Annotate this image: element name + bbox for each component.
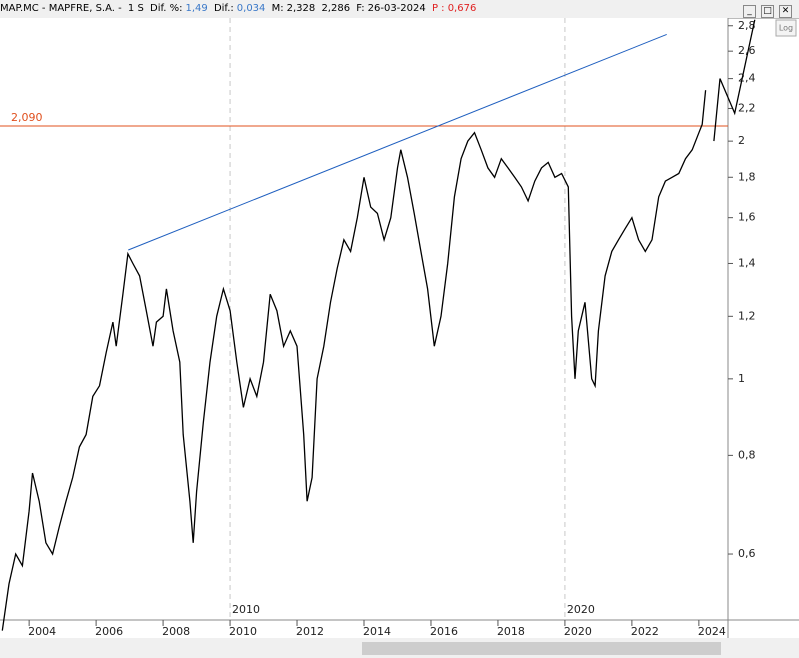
- price-line: [713, 19, 756, 142]
- decade-label: 2010: [232, 603, 260, 616]
- log-button-label[interactable]: Log: [779, 24, 793, 33]
- x-tick-label: 2014: [363, 625, 391, 638]
- x-tick-label: 2010: [229, 625, 257, 638]
- y-tick-label: 2,6: [738, 44, 756, 57]
- x-tick-label: 2006: [95, 625, 123, 638]
- label: Dif.:: [213, 3, 234, 14]
- x-tick-label: 2018: [497, 625, 525, 638]
- maximize[interactable]: □: [761, 5, 774, 18]
- window-buttons[interactable]: _ □ ✕: [741, 2, 795, 20]
- x-tick-label: 2012: [296, 625, 324, 638]
- y-tick-label: 1,8: [738, 170, 756, 183]
- label: Dif. %:: [150, 3, 183, 14]
- x-tick-label: 2004: [28, 625, 56, 638]
- symbol: MAP.MC - MAPFRE, S.A. -: [0, 3, 122, 14]
- x-tick-label: 2020: [564, 625, 592, 638]
- value: 2,328: [286, 3, 316, 14]
- decade-label: 2020: [567, 603, 595, 616]
- label: F:: [356, 3, 365, 14]
- log-button[interactable]: [775, 19, 797, 37]
- y-tick-label: 1,6: [738, 211, 756, 224]
- label: M:: [271, 3, 284, 14]
- x-tick-label: 2024: [698, 625, 726, 638]
- level-label: 2,090: [11, 111, 43, 124]
- x-tick-label: 2022: [631, 625, 659, 638]
- minimize[interactable]: _: [743, 5, 756, 18]
- scrollbar[interactable]: [362, 642, 721, 655]
- y-tick-label: 1,2: [738, 309, 756, 322]
- y-tick-label: 1,4: [738, 256, 756, 269]
- header-bar: MAP.MC - MAPFRE, S.A. - 1 S Dif. %: 1,49 …: [0, 0, 799, 19]
- close[interactable]: ✕: [779, 5, 792, 18]
- plot-area: [0, 18, 728, 620]
- x-tick-label: 2008: [162, 625, 190, 638]
- y-tick-label: 0,6: [738, 547, 756, 560]
- y-tick-label: 1: [738, 372, 745, 385]
- value: 0,034: [236, 3, 266, 14]
- value: 26-03-2024: [367, 3, 426, 14]
- period: 1 S: [127, 3, 144, 14]
- value: P : 0,676: [431, 3, 477, 14]
- price-line: [1, 90, 707, 631]
- x-tick-label: 2016: [430, 625, 458, 638]
- y-tick-label: 0,8: [738, 448, 756, 461]
- y-tick-label: 2,2: [738, 101, 756, 114]
- chart: Log 0,60,811,21,41,61,822,22,42,62,82004…: [0, 18, 799, 638]
- value: 2,286: [321, 3, 351, 14]
- y-tick-label: 2: [738, 134, 745, 147]
- value: 1,49: [185, 3, 208, 14]
- trend-line: [128, 33, 667, 251]
- y-tick-label: 2,8: [738, 19, 756, 32]
